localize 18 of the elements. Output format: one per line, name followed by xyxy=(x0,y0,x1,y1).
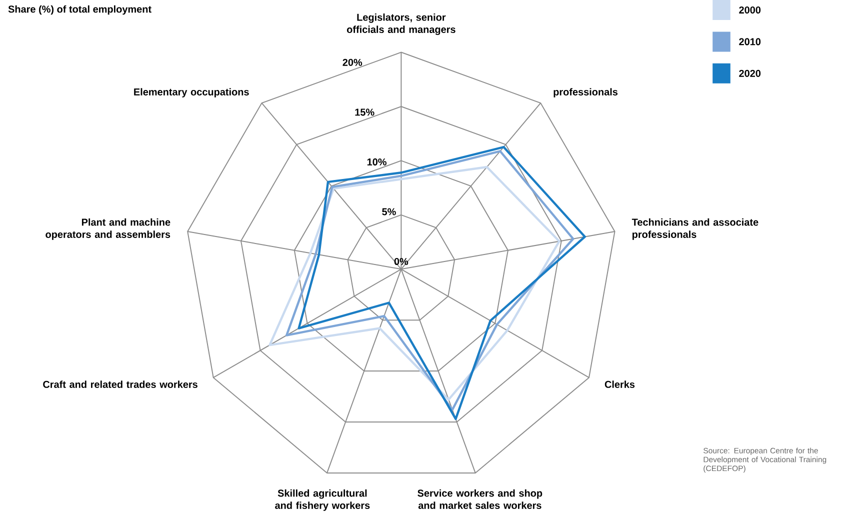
y-tick-label: 20% xyxy=(342,59,362,66)
spoke-label: Service workers and shop and market sales workers xyxy=(418,490,542,510)
spoke-label: Plant and machine operators and assemblers xyxy=(46,218,170,240)
legend-label: 2000 xyxy=(739,6,761,14)
y-tick-label: 10% xyxy=(367,158,386,166)
spoke-label: Craft and related trades workers xyxy=(43,380,198,388)
text: Share (%) of total employment xyxy=(8,6,152,15)
spoke-label: Clerks xyxy=(604,380,635,388)
spoke-label: Legislators, senior officials and managers xyxy=(346,14,456,36)
y-tick-label: 0% xyxy=(394,258,408,266)
legend-label: 2010 xyxy=(739,38,761,46)
legend-label: 2020 xyxy=(739,70,761,78)
spoke-label: Skilled agricultural and fishery workers xyxy=(275,490,370,512)
spoke-label: professionals xyxy=(554,88,618,98)
y-tick-label: 15% xyxy=(355,108,374,116)
spoke-label: Elementary occupations xyxy=(134,88,249,98)
y-tick-label: 5% xyxy=(382,208,396,216)
spoke-label: Technicians and associate professionals xyxy=(632,218,758,240)
